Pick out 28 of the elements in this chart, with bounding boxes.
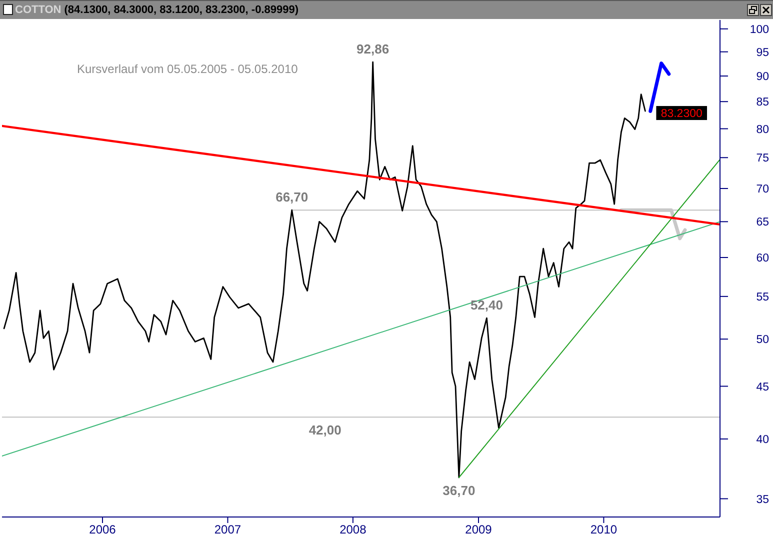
annotation: 36,70	[442, 483, 476, 498]
y-tick-label: 40	[756, 434, 769, 446]
x-tick-label: 2009	[465, 522, 492, 537]
annotation: 66,70	[276, 190, 308, 205]
chart-title: COTTON	[15, 4, 62, 16]
y-tick-label: 70	[756, 184, 769, 196]
ref-line-label: 42,00	[308, 422, 342, 438]
x-tick-label: 2006	[89, 522, 116, 537]
y-tick-label: 60	[756, 252, 769, 265]
y-tick-label: 45	[756, 381, 769, 394]
annotation: 92,86	[356, 42, 390, 57]
y-tick-label: 80	[756, 124, 769, 136]
chart-subtitle: (84.1300, 84.3000, 83.1200, 83.2300, -0.89999)	[64, 4, 298, 16]
y-tick-label: 65	[756, 216, 769, 229]
x-tick-label: 2007	[214, 522, 242, 537]
y-tick-label: 55	[756, 291, 769, 304]
y-tick-label: 90	[756, 71, 769, 84]
y-tick-label: 35	[756, 494, 769, 506]
y-tick-label: 85	[756, 96, 769, 109]
data-label: 83.2300	[660, 108, 702, 120]
x-tick-label: 2008	[340, 522, 367, 537]
annotation: 52,40	[470, 298, 503, 313]
annotation: Kursverlauf vom 05.05.2005 - 05.05.2010	[77, 62, 298, 76]
y-tick-label: 95	[756, 46, 769, 59]
y-tick-label: 75	[756, 152, 769, 165]
y-tick-label: 50	[756, 334, 769, 346]
x-tick-label: 2010	[590, 522, 618, 537]
y-tick-label: 100	[750, 24, 769, 36]
